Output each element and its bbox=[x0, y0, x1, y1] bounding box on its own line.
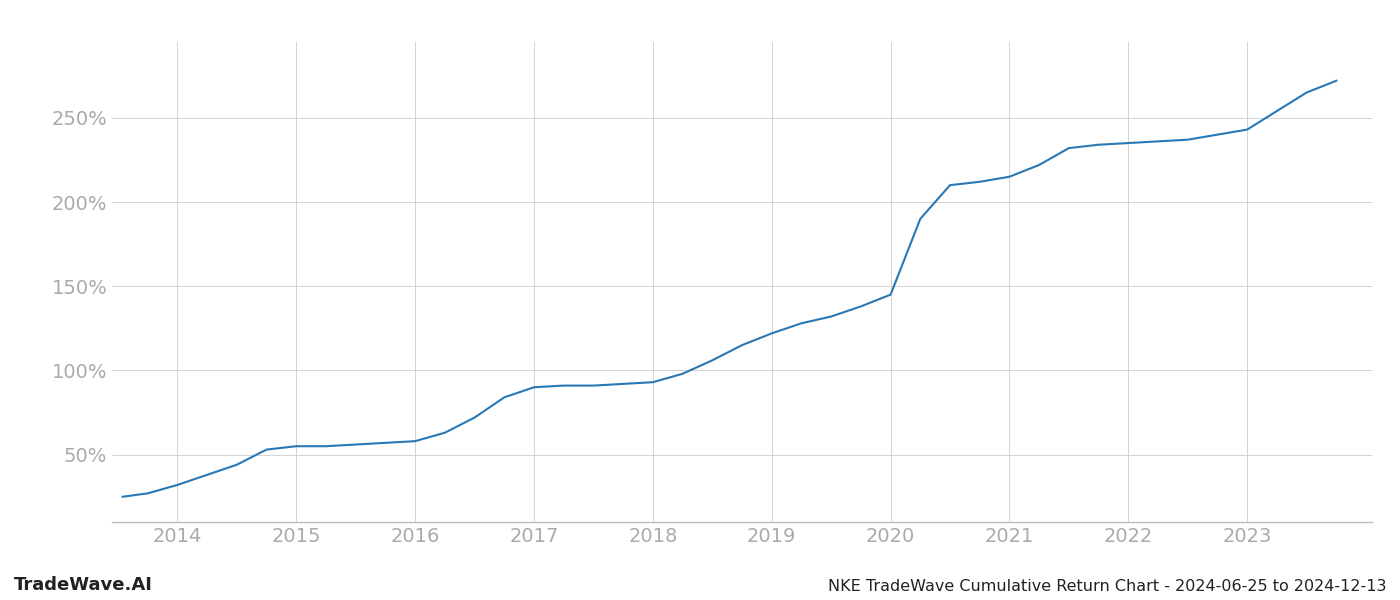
Text: TradeWave.AI: TradeWave.AI bbox=[14, 576, 153, 594]
Text: NKE TradeWave Cumulative Return Chart - 2024-06-25 to 2024-12-13: NKE TradeWave Cumulative Return Chart - … bbox=[827, 579, 1386, 594]
